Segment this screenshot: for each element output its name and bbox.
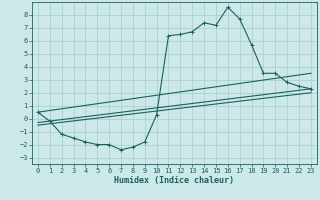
X-axis label: Humidex (Indice chaleur): Humidex (Indice chaleur) bbox=[115, 176, 234, 185]
